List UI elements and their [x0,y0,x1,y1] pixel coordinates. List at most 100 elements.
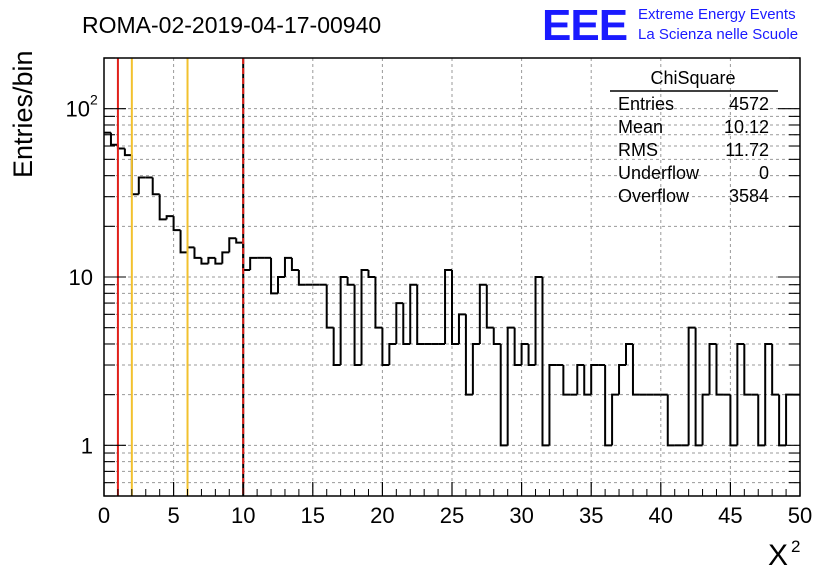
histogram-bin [395,302,404,344]
histogram-bin [451,270,459,345]
histogram-bin [506,326,515,446]
histogram-bin [694,327,703,447]
histogram-bin [687,326,696,446]
stats-label: RMS [618,140,658,160]
histogram-bin [207,256,216,264]
histogram-bin [631,343,640,396]
histogram-bin [409,283,418,344]
stats-value: 11.72 [725,140,769,160]
histogram-bin [116,144,125,150]
histogram-bin [130,155,139,196]
histogram-bin [151,177,160,196]
histogram-bin [666,394,675,447]
x-tick-label: 10 [231,503,255,528]
histogram-bin [729,394,738,447]
histogram-bin [541,277,550,447]
stats-value: 4572 [729,94,769,114]
x-tick-label: 25 [440,503,464,528]
histogram-bin [485,284,494,329]
stats-box: ChiSquare Entries 4572 Mean 10.12 RMS 11.72 Un… [610,68,778,206]
histogram-bin [242,242,251,272]
histogram-bin [332,327,341,367]
histogram-bin [228,237,237,253]
histogram-bin [611,393,620,446]
x-tick-label: 45 [718,503,742,528]
brand-line2: La Scienza nelle Scuole [638,26,798,43]
eee-logo: EEE [542,1,627,50]
histogram-bin [625,342,633,366]
stats-value: 10.12 [724,117,769,137]
histogram-bin [374,277,383,329]
y-axis-label: Entries/bin [8,50,38,178]
histogram-bin [158,194,167,221]
brand-line1: Extreme Energy Events [638,6,796,23]
histogram-bin [590,364,599,395]
histogram-bin [123,148,132,157]
histogram-bin [464,314,473,396]
stats-title: ChiSquare [650,68,735,88]
histogram-bin [527,343,536,367]
histogram-bin [200,257,209,265]
stats-value: 0 [759,163,769,183]
histogram-bin [778,394,787,447]
histogram-bin [270,257,278,295]
histogram-bin [416,284,425,345]
y-tick-label: 10 [66,97,90,122]
histogram-bin [757,394,766,447]
histogram-bin [583,365,592,396]
histogram-bin [353,284,362,367]
histogram-bin [325,284,334,329]
histogram-bin [562,365,571,396]
histogram-bin [764,342,773,446]
histogram-bin [235,238,244,244]
histogram-bin [290,257,299,272]
histogram-bin [576,364,585,395]
histogram-bin [478,283,487,344]
histogram-bin [360,269,369,366]
histogram-bin [444,269,452,344]
histogram-bin [346,277,355,286]
histogram-bin [701,393,710,446]
stats-label: Entries [618,94,674,114]
histogram-bin [339,276,348,366]
x-tick-label: 20 [370,503,394,528]
histogram-bin [381,327,390,367]
histogram-bin [367,270,376,278]
stats-label: Overflow [618,186,690,206]
x-axis-label: X [768,539,788,572]
histogram-bin [492,327,501,345]
histogram-bin [457,313,466,344]
histogram-bin [513,327,522,367]
histogram-bin [193,247,202,259]
x-tick-label: 35 [579,503,603,528]
run-title: ROMA-02-2019-04-17-00940 [82,12,381,38]
histogram-bin [743,343,752,396]
histogram-bin [388,342,397,366]
histogram-bin [715,343,724,396]
histogram-bin [604,365,613,447]
x-tick-label: 5 [167,503,179,528]
x-tick-label: 15 [301,503,325,528]
x-tick-label: 30 [509,503,533,528]
histogram-bin [471,342,480,395]
histogram-bin [708,342,717,395]
stats-label: Underflow [618,163,700,183]
histogram-bin [785,393,794,446]
histogram-bin [172,216,181,232]
histogram-bin [249,256,258,271]
histogram-bin [186,246,195,253]
histogram-bin [548,364,557,446]
histogram-bin [618,364,626,395]
histogram-bin [283,256,292,277]
x-tick-label: 40 [649,503,673,528]
x-tick-label: 50 [788,503,812,528]
y-tick-label-exponent: 2 [90,92,98,108]
histogram-bin [221,251,230,264]
x-tick-label: 0 [98,503,110,528]
histogram-bin [137,176,146,195]
histogram-bin [499,343,508,447]
y-tick-label: 1 [81,433,93,458]
stats-label: Mean [618,117,663,137]
